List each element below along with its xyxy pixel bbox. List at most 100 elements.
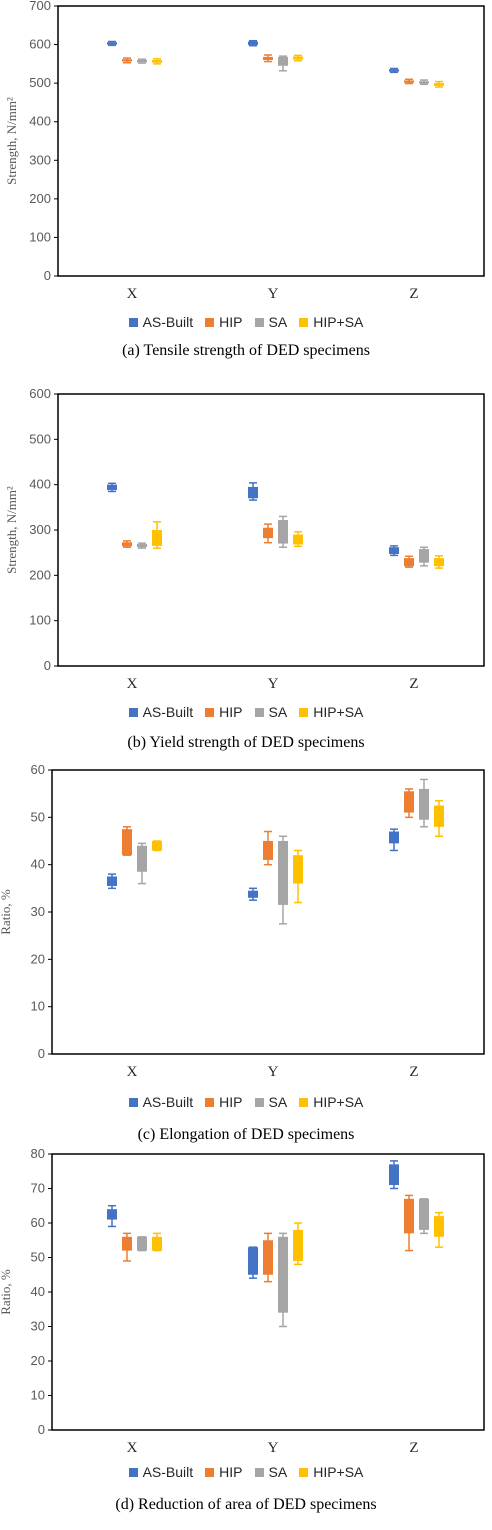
y-tick-label: 20: [31, 1353, 45, 1368]
box-mark: [122, 1232, 132, 1262]
x-category-label: Z: [409, 1440, 418, 1456]
y-tick-label: 400: [29, 477, 51, 492]
box-body: [263, 841, 273, 860]
box-mark: [434, 800, 444, 838]
box-mark: [404, 78, 414, 85]
as-built-swatch: [128, 317, 138, 327]
y-tick-label: 70: [31, 1181, 45, 1196]
caption: (d) Reduction of area of DED specimens: [115, 1496, 377, 1513]
caption: (a) Tensile strength of DED specimens: [122, 342, 370, 359]
box-mark: [389, 828, 399, 852]
box-mark: [404, 1194, 414, 1252]
y-tick-label: 60: [31, 762, 45, 777]
box-mark: [122, 540, 132, 548]
box-body: [404, 558, 414, 567]
x-category-label: Y: [268, 1064, 279, 1080]
legend-label: AS-Built: [142, 314, 194, 330]
plot-frame: [51, 1153, 485, 1431]
box-mark: [404, 788, 414, 819]
box-body: [152, 841, 162, 851]
box-mark: [122, 57, 132, 64]
y-tick-label: 400: [29, 114, 51, 129]
box-mark: [107, 482, 117, 493]
y-tick-label: 30: [31, 1319, 45, 1334]
box-mark: [278, 55, 288, 72]
y-tick-label: 100: [29, 229, 51, 244]
caption: (b) Yield strength of DED specimens: [127, 734, 365, 751]
box-body: [404, 791, 414, 813]
box-body: [293, 855, 303, 884]
box-mark: [248, 482, 258, 501]
box-mark: [278, 835, 288, 925]
chart-tensile-strength: 0 100 200 300 400 500 600 700 Strength, N/mm² X Y Z: [4, 0, 485, 302]
chart-panel-elongation: 0 10 20 30 40 50 60 Ratio, % X Y Z AS-Built HIP SA…: [0, 762, 492, 1146]
x-category-label: Y: [268, 286, 279, 302]
legend-label: AS-Built: [142, 704, 194, 720]
legend-label: AS-Built: [142, 1094, 194, 1110]
hip-swatch: [205, 1467, 215, 1477]
y-tick-label: 600: [29, 37, 51, 52]
sa-swatch: [254, 317, 264, 327]
box-body: [419, 549, 429, 563]
legend-item: AS-Built: [128, 704, 194, 720]
x-category-label: Z: [409, 676, 418, 692]
box-body: [434, 558, 444, 567]
box-body: [137, 845, 147, 872]
box-mark: [404, 555, 414, 568]
box-body: [122, 1236, 132, 1251]
sa-swatch: [254, 707, 264, 717]
box-body: [107, 876, 117, 886]
box-mark: [152, 58, 162, 65]
x-category-label: X: [127, 676, 138, 692]
legend: AS-Built HIP SA HIP+SA: [0, 314, 492, 330]
legend-item: HIP: [205, 1464, 243, 1480]
legend-item: HIP+SA: [299, 1094, 363, 1110]
y-tick-label: 10: [31, 999, 45, 1014]
legend: AS-Built HIP SA HIP+SA: [0, 704, 492, 720]
hip-swatch: [205, 1097, 215, 1107]
box-mark: [137, 58, 147, 64]
y-tick-label: 600: [29, 386, 51, 401]
y-tick-label: 0: [44, 658, 51, 673]
box-mark: [389, 545, 399, 557]
y-tick-label: 700: [29, 0, 51, 13]
box-mark: [107, 1205, 117, 1228]
box-mark: [293, 1222, 303, 1266]
legend-item: HIP+SA: [299, 314, 363, 330]
x-category-label: X: [127, 1064, 138, 1080]
chart-elongation: 0 10 20 30 40 50 60 Ratio, % X Y Z: [0, 762, 485, 1080]
x-category-label: Y: [268, 1440, 279, 1456]
sa-swatch: [254, 1467, 264, 1477]
box-mark: [419, 79, 429, 86]
box-body: [152, 1236, 162, 1251]
box-mark: [152, 840, 162, 852]
box-mark: [152, 1232, 162, 1252]
box-mark: [263, 523, 273, 544]
box-body: [107, 1209, 117, 1220]
hip-sa-swatch: [299, 317, 309, 327]
chart-reduction-of-area: 0 10 20 30 40 50 60 70 80 Ratio, % X Y Z: [0, 1146, 485, 1456]
box-mark: [293, 54, 303, 62]
legend-item: HIP+SA: [299, 1464, 363, 1480]
box-mark: [278, 515, 288, 548]
legend-label: HIP: [219, 704, 243, 720]
x-category-label: X: [127, 286, 138, 302]
box-mark: [107, 40, 117, 47]
legend-item: SA: [254, 704, 287, 720]
legend-label: HIP: [219, 314, 243, 330]
y-tick-label: 80: [31, 1146, 45, 1161]
box-body: [152, 530, 162, 546]
box-mark: [107, 873, 117, 890]
box-body: [293, 1229, 303, 1261]
y-tick-label: 10: [31, 1388, 45, 1403]
x-category-label: X: [127, 1440, 138, 1456]
box-body: [122, 829, 132, 856]
y-tick-label: 0: [38, 1046, 45, 1061]
box-body: [152, 60, 162, 63]
hip-sa-swatch: [299, 707, 309, 717]
box-mark: [122, 826, 132, 856]
box-body: [248, 486, 258, 499]
x-category-label: Z: [409, 286, 418, 302]
legend-item: HIP: [205, 1094, 243, 1110]
legend-item: HIP+SA: [299, 704, 363, 720]
